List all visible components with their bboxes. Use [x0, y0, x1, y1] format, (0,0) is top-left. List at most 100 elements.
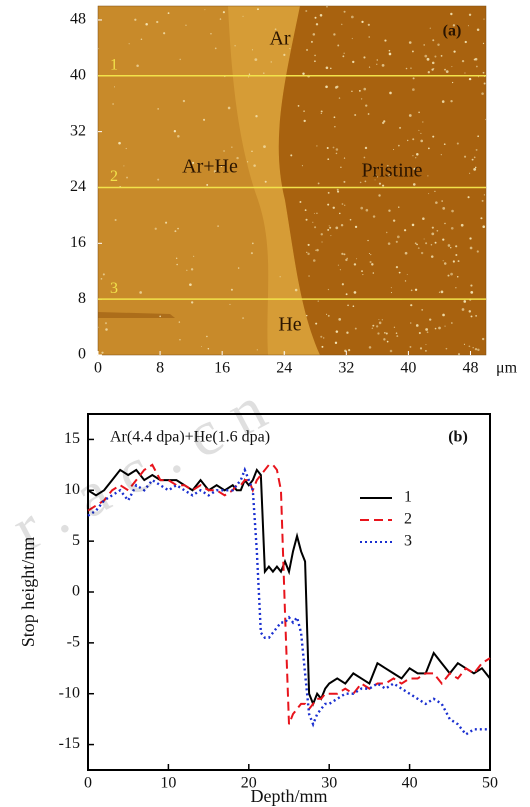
particle — [341, 252, 344, 255]
particle — [310, 40, 313, 43]
particle — [467, 25, 470, 27]
particle — [381, 63, 385, 67]
afm-pristine — [278, 6, 486, 355]
particle — [312, 33, 316, 36]
particle — [305, 10, 308, 13]
particle — [303, 110, 305, 112]
particle — [367, 239, 369, 242]
particle — [343, 157, 346, 159]
y-tick-label: -10 — [59, 684, 80, 701]
particle — [481, 337, 485, 341]
particle — [345, 293, 348, 296]
annotation: Ar(4.4 dpa)+He(1.6 dpa) — [110, 429, 270, 446]
panel-label: (a) — [443, 23, 462, 40]
particle — [114, 219, 117, 222]
particle — [455, 287, 457, 289]
particle — [384, 39, 387, 42]
particle — [246, 161, 249, 163]
particle — [237, 267, 240, 269]
particle — [430, 255, 434, 258]
particle — [447, 274, 450, 277]
particle — [314, 16, 317, 19]
particle — [274, 28, 277, 31]
particle — [343, 52, 345, 54]
watermark: r.ac.cn — [1, 364, 293, 564]
particle — [406, 273, 408, 276]
particle — [297, 105, 300, 107]
particle — [393, 149, 395, 151]
particle — [398, 271, 401, 274]
particle — [308, 275, 310, 277]
particle — [476, 28, 480, 31]
particle — [189, 283, 192, 286]
particle — [372, 324, 375, 327]
particle — [340, 166, 342, 168]
particle — [231, 146, 233, 148]
particle — [190, 301, 194, 304]
particle — [375, 173, 377, 175]
particle — [460, 223, 464, 227]
particle — [335, 148, 339, 151]
particle — [381, 121, 385, 125]
particle — [283, 53, 286, 56]
particle — [335, 330, 339, 333]
particle — [376, 59, 378, 61]
particle — [353, 291, 357, 294]
particle — [248, 73, 251, 75]
particle — [431, 226, 434, 229]
particle — [320, 112, 322, 114]
particle — [179, 58, 181, 61]
y-tick-label: 32 — [70, 122, 86, 139]
particle — [442, 238, 445, 241]
particle — [444, 325, 446, 327]
particle — [412, 155, 414, 157]
particle — [247, 76, 249, 78]
particle — [349, 218, 352, 221]
y-tick-label: 24 — [70, 178, 86, 195]
particle — [223, 150, 225, 152]
particle — [476, 250, 479, 253]
particle — [438, 326, 441, 330]
particle — [388, 52, 392, 56]
particle — [436, 229, 439, 232]
particle — [428, 193, 430, 195]
particle — [256, 8, 259, 11]
particle — [371, 263, 374, 266]
particle — [371, 327, 374, 329]
particle — [354, 225, 358, 229]
particle — [385, 332, 388, 335]
particle — [305, 218, 308, 221]
particle — [383, 120, 386, 123]
particle — [327, 314, 330, 317]
particle — [377, 332, 380, 335]
particle — [186, 269, 188, 271]
y-tick-label: 0 — [72, 583, 80, 600]
x-tick-label: 8 — [156, 360, 164, 377]
particle — [368, 36, 371, 38]
particle — [156, 20, 159, 24]
particle — [422, 217, 425, 220]
particle — [312, 259, 316, 262]
particle — [388, 209, 391, 212]
particle — [363, 156, 366, 159]
particle — [361, 270, 363, 272]
particle — [451, 322, 453, 324]
particle — [344, 204, 346, 206]
particle — [432, 39, 435, 42]
y-tick-label: 40 — [70, 66, 86, 83]
particle — [444, 35, 446, 37]
x-unit: μm — [496, 360, 518, 377]
particle — [326, 6, 328, 8]
particle — [444, 222, 446, 225]
particle — [434, 241, 437, 244]
particle — [263, 145, 266, 148]
particle — [378, 182, 382, 185]
particle — [434, 327, 437, 330]
particle — [420, 132, 422, 134]
particle — [483, 18, 485, 20]
particle — [289, 47, 291, 50]
particle — [420, 251, 424, 255]
particle — [426, 331, 429, 334]
particle — [230, 288, 233, 291]
particle — [343, 180, 346, 183]
